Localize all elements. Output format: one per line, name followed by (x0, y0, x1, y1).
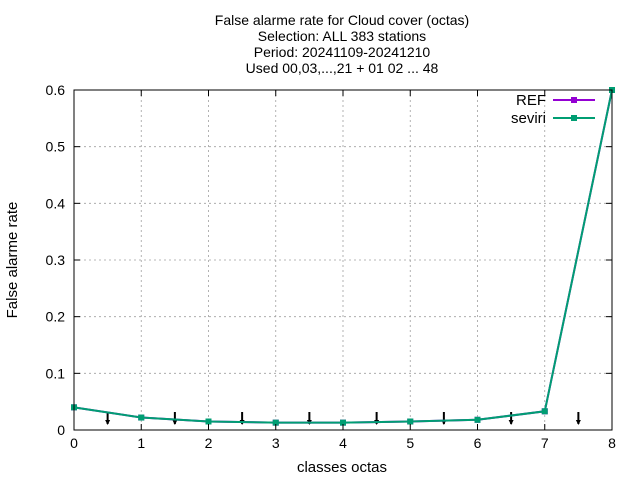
y-tick-label: 0.2 (46, 309, 66, 325)
title-line-3: Period: 20241109-20241210 (254, 44, 431, 60)
x-tick-label: 8 (608, 435, 616, 451)
data-point-seviri (138, 414, 145, 421)
error-marker (575, 412, 581, 425)
error-marker (508, 412, 514, 425)
y-axis-label: False alarme rate (4, 202, 21, 319)
data-point-seviri (474, 416, 481, 423)
legend-swatch-marker (571, 97, 577, 103)
title-line-2: Selection: ALL 383 stations (258, 28, 426, 44)
x-tick-labels: 0 1 2 3 4 5 6 7 8 (70, 90, 616, 451)
y-tick-label: 0.1 (46, 365, 66, 381)
grid-lines (74, 90, 612, 430)
legend-entry-seviri: seviri (511, 110, 595, 127)
y-tick-label: 0.3 (46, 252, 66, 268)
error-marker (105, 412, 111, 425)
y-tick-label: 0.5 (46, 139, 66, 155)
data-point-seviri (205, 418, 212, 425)
x-tick-label: 4 (339, 435, 347, 451)
data-point-seviri (407, 418, 414, 425)
legend-swatch-marker (571, 115, 577, 121)
x-axis-label: classes octas (297, 459, 387, 476)
x-tick-label: 7 (541, 435, 549, 451)
x-tick-label: 3 (272, 435, 280, 451)
chart-title: False alarme rate for Cloud cover (octas… (215, 12, 469, 76)
legend-entry-ref: REF (516, 92, 595, 109)
x-tick-label: 1 (137, 435, 145, 451)
error-marker (441, 412, 447, 425)
y-tick-labels: 0 0.1 0.2 0.3 0.4 0.5 0.6 (46, 82, 612, 438)
x-tick-label: 5 (406, 435, 414, 451)
data-point-seviri (541, 408, 548, 415)
x-tick-label: 6 (474, 435, 482, 451)
y-tick-label: 0 (57, 422, 65, 438)
title-line-1: False alarme rate for Cloud cover (octas… (215, 12, 469, 28)
legend-label: seviri (511, 110, 546, 127)
x-tick-label: 0 (70, 435, 78, 451)
y-tick-label: 0.6 (46, 82, 66, 98)
error-marker (172, 412, 178, 425)
x-tick-label: 2 (205, 435, 213, 451)
data-point-seviri (340, 419, 346, 426)
legend-label: REF (516, 92, 546, 109)
y-tick-label: 0.4 (46, 195, 66, 211)
title-line-4: Used 00,03,...,21 + 01 02 ... 48 (246, 60, 439, 76)
data-point-seviri (272, 419, 279, 426)
